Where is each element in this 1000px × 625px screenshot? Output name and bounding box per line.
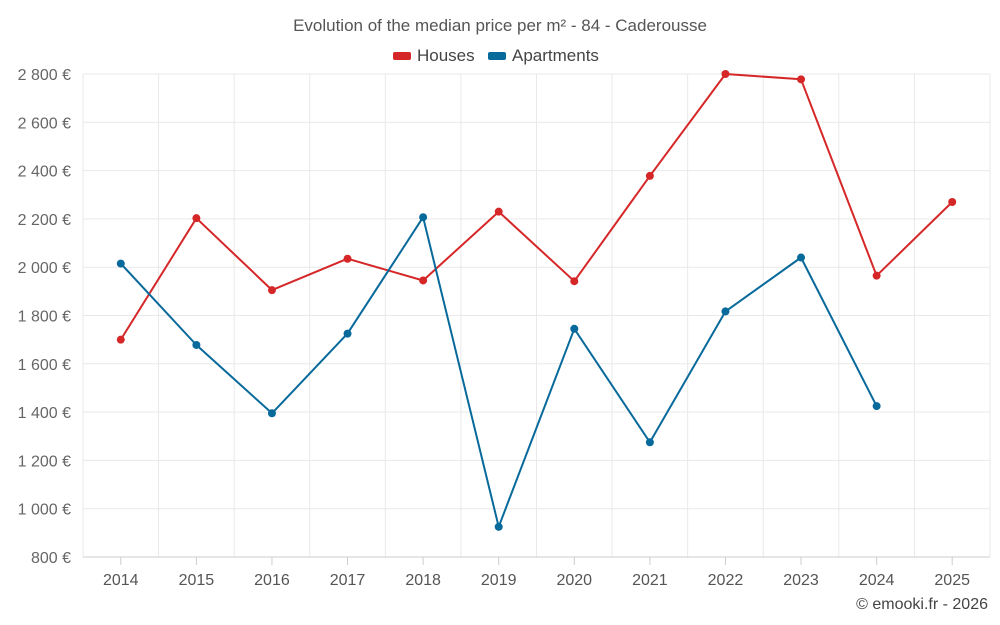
x-axis-ticks: 2014 2015 2016 2017 2018 2019 2020 2021 2022 2023…: [103, 557, 970, 589]
x-tick-label: 2020: [556, 572, 592, 589]
data-point-houses-2015[interactable]: [192, 214, 201, 223]
data-point-houses-2021[interactable]: [645, 171, 654, 180]
data-point-houses-2020[interactable]: [570, 277, 579, 286]
data-point-apartments-2022[interactable]: [721, 307, 730, 316]
y-tick-label: 2 000 €: [18, 260, 71, 277]
data-point-houses-2014[interactable]: [116, 335, 125, 344]
data-point-houses-2019[interactable]: [494, 207, 503, 216]
x-tick-label: 2018: [405, 572, 441, 589]
legend-item-houses[interactable]: Houses: [393, 46, 475, 65]
series: [116, 70, 957, 531]
data-point-apartments-2017[interactable]: [343, 329, 352, 338]
data-point-apartments-2019[interactable]: [494, 522, 503, 531]
y-axis-ticks: 800 € 1 000 € 1 200 € 1 400 € 1 600 € 1 800 €…: [18, 67, 71, 567]
y-tick-label: 2 400 €: [18, 164, 71, 181]
credit-text: © emooki.fr - 2026: [856, 596, 988, 613]
x-tick-label: 2014: [103, 572, 139, 589]
data-point-apartments-2021[interactable]: [645, 438, 654, 447]
y-tick-label: 800 €: [31, 550, 71, 567]
data-point-houses-2022[interactable]: [721, 70, 730, 78]
data-point-houses-2023[interactable]: [797, 75, 806, 84]
x-tick-label: 2024: [859, 572, 895, 589]
legend-label-apartments: Apartments: [512, 46, 599, 65]
legend: Houses Apartments: [393, 46, 599, 65]
data-point-houses-2016[interactable]: [267, 286, 276, 295]
y-tick-label: 2 600 €: [18, 115, 71, 132]
data-point-apartments-2023[interactable]: [797, 253, 806, 262]
series-apartments: [116, 213, 881, 531]
data-point-houses-2024[interactable]: [872, 271, 881, 280]
data-point-apartments-2018[interactable]: [419, 213, 428, 222]
data-point-apartments-2016[interactable]: [267, 409, 276, 418]
legend-item-apartments[interactable]: Apartments: [488, 46, 599, 65]
x-tick-label: 2021: [632, 572, 668, 589]
chart-title: Evolution of the median price per m² - 8…: [293, 16, 707, 35]
legend-swatch-apartments: [488, 52, 506, 60]
data-point-apartments-2024[interactable]: [872, 402, 881, 411]
y-tick-label: 1 600 €: [18, 357, 71, 374]
x-tick-label: 2019: [481, 572, 517, 589]
y-tick-label: 1 800 €: [18, 309, 71, 326]
y-tick-label: 2 800 €: [18, 67, 71, 84]
series-line-houses: [119, 73, 953, 341]
series-houses: [116, 70, 957, 344]
x-tick-label: 2015: [179, 572, 215, 589]
data-point-apartments-2020[interactable]: [570, 324, 579, 333]
y-tick-label: 2 200 €: [18, 212, 71, 229]
y-tick-label: 1 000 €: [18, 502, 71, 519]
data-point-apartments-2015[interactable]: [192, 340, 201, 349]
x-tick-label: 2022: [708, 572, 744, 589]
y-tick-label: 1 400 €: [18, 405, 71, 422]
data-point-houses-2018[interactable]: [419, 276, 428, 285]
grid: [82, 73, 991, 558]
data-point-apartments-2014[interactable]: [116, 259, 125, 268]
data-point-houses-2025[interactable]: [948, 197, 957, 206]
x-tick-label: 2025: [934, 572, 970, 589]
x-tick-label: 2017: [330, 572, 366, 589]
legend-swatch-houses: [393, 52, 411, 60]
data-point-houses-2017[interactable]: [343, 254, 352, 263]
y-tick-label: 1 200 €: [18, 453, 71, 470]
legend-label-houses: Houses: [417, 46, 475, 65]
x-tick-label: 2023: [783, 572, 819, 589]
x-tick-label: 2016: [254, 572, 290, 589]
